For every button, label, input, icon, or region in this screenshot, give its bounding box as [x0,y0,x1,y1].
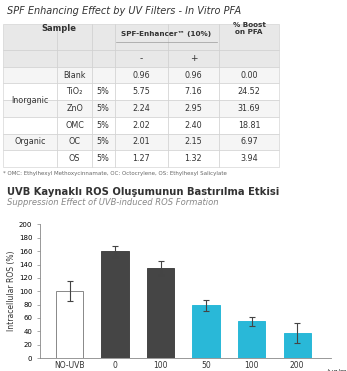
Text: 7.16: 7.16 [185,87,202,96]
Bar [168,50,219,67]
Text: TiO₂: TiO₂ [66,87,83,96]
Bar [57,100,92,117]
Bar [147,268,174,358]
Text: 5%: 5% [97,87,110,96]
Text: 2.15: 2.15 [185,137,202,147]
Bar [168,100,219,117]
Text: * OMC: Ethylhexyl Methoxycinnamate, OC: Octocrylene, OS: Ethylhexyl Salicylate: * OMC: Ethylhexyl Methoxycinnamate, OC: … [3,171,227,175]
Bar [3,83,57,100]
Text: 5.75: 5.75 [133,87,150,96]
Text: 5%: 5% [97,121,110,130]
Bar [92,100,115,117]
Text: 0.00: 0.00 [240,70,258,80]
Text: 24.52: 24.52 [238,87,260,96]
Text: -: - [140,54,143,63]
Bar [3,150,57,167]
Bar [168,24,219,50]
Text: % Boost
on PFA: % Boost on PFA [232,22,265,35]
Bar [3,117,57,134]
Bar [57,83,92,100]
Bar [283,333,311,358]
Bar [57,150,92,167]
Bar [219,24,279,50]
Bar [219,150,279,167]
Bar [92,67,115,83]
Bar [193,305,220,358]
Text: 2.01: 2.01 [133,137,150,147]
Bar [3,100,57,117]
Bar [3,24,57,50]
Text: 2.40: 2.40 [185,121,202,130]
Bar [57,134,92,150]
Bar [168,150,219,167]
Bar [92,117,115,134]
Text: 1.32: 1.32 [185,154,202,163]
Bar [115,24,168,50]
Text: Suppression Effect of UVB-induced ROS Formation: Suppression Effect of UVB-induced ROS Fo… [7,198,219,207]
Bar [168,83,219,100]
Bar [168,134,219,150]
Bar [115,117,168,134]
Bar [57,50,92,67]
Text: 5%: 5% [97,104,110,113]
Text: SPF-Enhancer™ (10%): SPF-Enhancer™ (10%) [121,31,212,37]
Text: 0.96: 0.96 [133,70,150,80]
Bar [115,134,168,150]
Bar [219,117,279,134]
Bar [219,100,279,117]
Text: OC: OC [69,137,81,147]
Bar [219,50,279,67]
Bar [219,67,279,83]
Bar [57,67,92,83]
Text: OS: OS [69,154,81,163]
Bar [115,67,168,83]
Bar [92,134,115,150]
Bar [56,291,83,358]
Bar [115,83,168,100]
Text: 3.94: 3.94 [240,154,258,163]
Text: Organic: Organic [15,137,46,147]
Bar [115,150,168,167]
Text: (μg/ml): (μg/ml) [327,368,347,371]
Text: OMC: OMC [65,121,84,130]
Text: Blank: Blank [64,70,86,80]
Text: 0.96: 0.96 [185,70,202,80]
Bar [57,117,92,134]
Bar [219,134,279,150]
Bar [3,50,57,67]
Bar [92,50,115,67]
Bar [57,24,92,50]
Bar [92,24,115,50]
Bar [92,83,115,100]
Text: 5%: 5% [97,154,110,163]
Bar [101,251,129,358]
Text: 2.95: 2.95 [185,104,202,113]
Bar [3,134,57,150]
Bar [168,117,219,134]
Y-axis label: Intracellular ROS (%): Intracellular ROS (%) [7,251,16,331]
Bar [238,321,265,358]
Text: 18.81: 18.81 [238,121,260,130]
Bar [92,150,115,167]
Bar [219,83,279,100]
Text: 31.69: 31.69 [238,104,260,113]
Bar [168,67,219,83]
Text: UVB Kaynaklı ROS Oluşumunun Bastırılma Etkisi: UVB Kaynaklı ROS Oluşumunun Bastırılma E… [7,187,279,197]
Text: +: + [190,54,197,63]
Bar [115,100,168,117]
Text: Inorganic: Inorganic [12,96,49,105]
Text: 2.24: 2.24 [133,104,150,113]
Text: 1.27: 1.27 [133,154,150,163]
Text: ZnO: ZnO [66,104,83,113]
Bar [115,50,168,67]
Text: 6.97: 6.97 [240,137,258,147]
Text: Sample: Sample [42,24,76,33]
Text: SPF Enhancing Effect by UV Filters - In Vitro PFA: SPF Enhancing Effect by UV Filters - In … [7,6,241,16]
Text: 5%: 5% [97,137,110,147]
Bar [3,67,57,83]
Text: 2.02: 2.02 [133,121,150,130]
